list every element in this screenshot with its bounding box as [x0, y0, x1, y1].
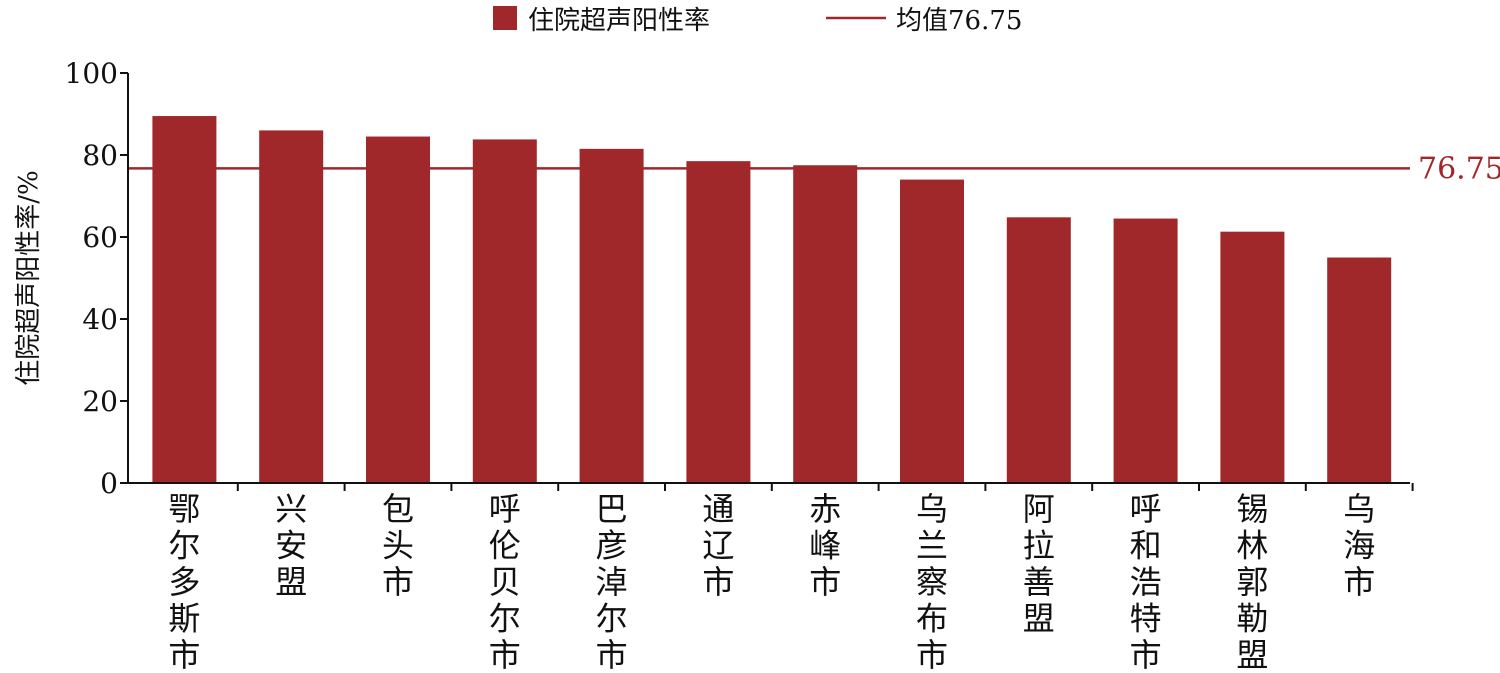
x-tick-label: 鄂尔多斯市 [168, 490, 200, 673]
y-axis-ticks: 0 20 40 60 80 100 [65, 57, 128, 500]
bar [793, 165, 858, 483]
y-axis-title: 住院超声阳性率/% [14, 170, 44, 385]
y-tick-label: 100 [65, 57, 118, 90]
x-tick-label: 兴安盟 [275, 490, 307, 601]
x-tick-label: 包头市 [382, 490, 414, 601]
x-tick-label: 通辽市 [702, 490, 734, 601]
y-tick-label: 0 [100, 467, 118, 500]
bar [1220, 231, 1285, 483]
y-tick-label: 60 [82, 221, 118, 254]
bar [366, 136, 430, 484]
bar [579, 148, 644, 483]
bar [152, 116, 217, 484]
x-tick-label: 呼和浩特市 [1130, 490, 1162, 673]
bar [1327, 257, 1392, 483]
x-tick-label: 乌兰察布市 [916, 490, 948, 673]
legend: 住院超声阳性率 均值76.75 [493, 6, 1022, 36]
x-tick-label: 阿拉善盟 [1023, 490, 1055, 638]
bar [900, 179, 964, 483]
axes [127, 73, 1410, 484]
legend-bar-label: 住院超声阳性率 [528, 6, 710, 36]
x-tick-label: 巴彦淖尔市 [596, 490, 628, 673]
x-axis-labels: 鄂尔多斯市 兴安盟 包头市 呼伦贝尔市 巴彦淖尔市 通辽市 赤峰市 乌兰察布市 阿拉善盟 呼和浩特… [168, 490, 1375, 673]
bar [686, 161, 751, 483]
x-tick-label: 乌海市 [1343, 490, 1375, 601]
legend-bar-swatch [493, 6, 517, 30]
reference-line-group: 76.75 [128, 151, 1500, 186]
bar [1006, 217, 1071, 483]
x-tick-label: 呼伦贝尔市 [489, 490, 521, 673]
y-tick-label: 80 [82, 139, 118, 172]
bar [472, 139, 537, 484]
y-tick-label: 40 [82, 303, 118, 336]
bar [259, 130, 324, 483]
mean-line-label: 76.75 [1418, 151, 1500, 186]
x-tick-label: 锡林郭勒盟 [1236, 490, 1268, 673]
bar [1113, 218, 1178, 484]
legend-line-label: 均值76.75 [896, 6, 1022, 36]
y-tick-label: 20 [82, 385, 118, 418]
x-tick-label: 赤峰市 [809, 490, 841, 601]
bars [152, 116, 1414, 491]
